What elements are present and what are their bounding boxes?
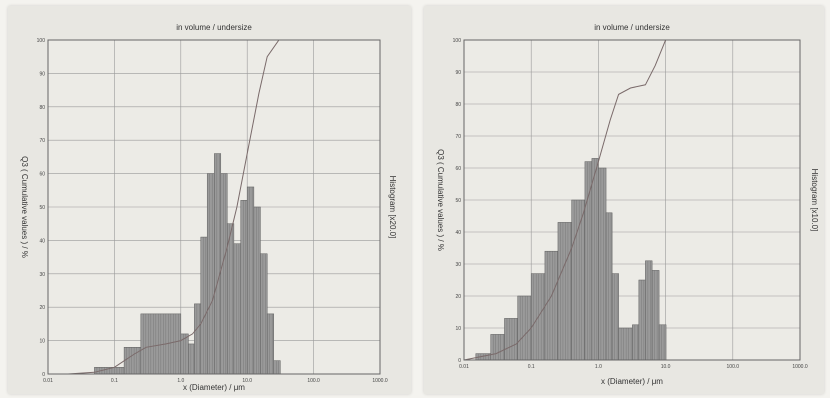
chart-right-ytick-7: 70 bbox=[455, 134, 461, 140]
histogram-chart-left: 0 10 20 30 40 50 60 70 80 90 100 0.01 0.1 1.0 10.0 100.… bbox=[20, 23, 397, 392]
chart-left-bar-5 bbox=[194, 303, 202, 375]
chart-right-bar-3 bbox=[517, 295, 532, 361]
chart-right-bar-15 bbox=[638, 279, 646, 361]
chart-left-ylabel: Q3 ( Cumulative values ) / % bbox=[20, 156, 29, 258]
chart-left-xtick-5: 1000.0 bbox=[372, 378, 388, 384]
chart-left-xtick-2: 1.0 bbox=[177, 378, 184, 384]
chart-right-ytick-2: 20 bbox=[455, 294, 461, 300]
chart-right-bar-2 bbox=[504, 318, 518, 361]
chart-right-xtick-2: 1.0 bbox=[595, 364, 602, 370]
chart-left-ytick-1: 10 bbox=[39, 339, 45, 345]
chart-right-bar-5 bbox=[544, 250, 559, 361]
chart-left-ytick-6: 60 bbox=[39, 172, 45, 178]
chart-right-bar-16 bbox=[645, 260, 653, 361]
chart-right-ytick-1: 10 bbox=[455, 326, 461, 332]
chart-left-bar-13 bbox=[246, 186, 255, 375]
chart-right-xtick-4: 100.0 bbox=[727, 364, 740, 370]
chart-right-xlabel: x (Diameter) / μm bbox=[601, 377, 663, 386]
chart-right-cumulative-line bbox=[463, 39, 800, 361]
chart-left-xtick-4: 100.0 bbox=[307, 378, 320, 384]
chart-right-bar-7 bbox=[571, 199, 586, 361]
chart-right-xtick-0: 0.01 bbox=[459, 364, 469, 370]
chart-left-title: in volume / undersize bbox=[176, 23, 252, 32]
chart-left-ytick-3: 30 bbox=[39, 272, 45, 278]
chart-right-xtick-5: 1000.0 bbox=[792, 364, 808, 370]
chart-left-bar-10 bbox=[226, 223, 235, 375]
chart-right-ytick-6: 60 bbox=[455, 166, 461, 172]
chart-right-bar-18 bbox=[658, 324, 667, 361]
chart-right-ytick-5: 50 bbox=[455, 198, 461, 204]
chart-right-bar-13 bbox=[618, 327, 633, 361]
chart-right-title: in volume / undersize bbox=[594, 23, 670, 32]
chart-left-y2label: Histogram [x20.0] bbox=[388, 176, 397, 239]
chart-right-bar-6 bbox=[557, 222, 572, 361]
chart-right-frame bbox=[463, 39, 801, 361]
chart-left-ytick-0: 0 bbox=[42, 372, 45, 378]
chart-left-bar-16 bbox=[266, 313, 274, 375]
chart-photo-left: 0 10 20 30 40 50 60 70 80 90 100 0.01 0.1 1.0 10.0 100.… bbox=[8, 6, 411, 394]
chart-left-ytick-5: 50 bbox=[39, 205, 45, 211]
chart-right-bar-10 bbox=[598, 167, 607, 361]
chart-left-ytick-9: 90 bbox=[39, 71, 45, 77]
chart-left-bar-9 bbox=[220, 173, 228, 375]
chart-left-bar-7 bbox=[206, 173, 215, 375]
chart-left-bar-6 bbox=[200, 236, 208, 375]
chart-right-bar-14 bbox=[632, 324, 640, 361]
chart-left-bar-15 bbox=[260, 253, 268, 375]
chart-left-bar-12 bbox=[240, 200, 248, 375]
chart-photo-right: 0 10 20 30 40 50 60 70 80 90 100 0.01 0.1 1.0 10.0 100.… bbox=[424, 6, 824, 394]
chart-right-bar-9 bbox=[591, 158, 599, 361]
chart-left-ytick-8: 80 bbox=[39, 105, 45, 111]
chart-right-ytick-9: 90 bbox=[455, 70, 461, 76]
chart-right-ylabel: Q3 ( Cumulative values ) / % bbox=[436, 149, 445, 251]
chart-right-bar-17 bbox=[651, 270, 660, 361]
chart-right-ytick-8: 80 bbox=[455, 102, 461, 108]
chart-left-ytick-2: 20 bbox=[39, 305, 45, 311]
chart-left-bar-17 bbox=[273, 360, 281, 375]
chart-right-y2label: Histogram [x10.0] bbox=[810, 169, 819, 232]
chart-left-bar-8 bbox=[214, 153, 222, 375]
chart-left-frame bbox=[47, 39, 381, 375]
chart-left-ytick-10: 100 bbox=[37, 38, 46, 44]
chart-left-xtick-0: 0.01 bbox=[43, 378, 53, 384]
chart-right-ytick-0: 0 bbox=[458, 358, 461, 364]
histogram-chart-right: 0 10 20 30 40 50 60 70 80 90 100 0.01 0.1 1.0 10.0 100.… bbox=[436, 23, 819, 386]
chart-right-xtick-1: 0.1 bbox=[528, 364, 535, 370]
chart-right-bar-8 bbox=[584, 161, 593, 361]
chart-left-bar-11 bbox=[233, 243, 242, 375]
chart-right-xtick-3: 10.0 bbox=[661, 364, 671, 370]
chart-right-ytick-10: 100 bbox=[453, 38, 462, 44]
chart-left-ytick-7: 70 bbox=[39, 138, 45, 144]
chart-left-cumulative-line bbox=[67, 39, 380, 375]
chart-right-bar-1 bbox=[490, 334, 505, 361]
chart-right-bar-12 bbox=[611, 273, 619, 361]
chart-right-ytick-3: 30 bbox=[455, 262, 461, 268]
chart-left-xtick-1: 0.1 bbox=[111, 378, 118, 384]
chart-right-ytick-4: 40 bbox=[455, 230, 461, 236]
chart-left-xlabel: x (Diameter) / μm bbox=[183, 383, 245, 392]
chart-left-ytick-4: 40 bbox=[39, 238, 45, 244]
chart-left-bar-14 bbox=[253, 206, 261, 375]
chart-left-xtick-3: 10.0 bbox=[242, 378, 252, 384]
